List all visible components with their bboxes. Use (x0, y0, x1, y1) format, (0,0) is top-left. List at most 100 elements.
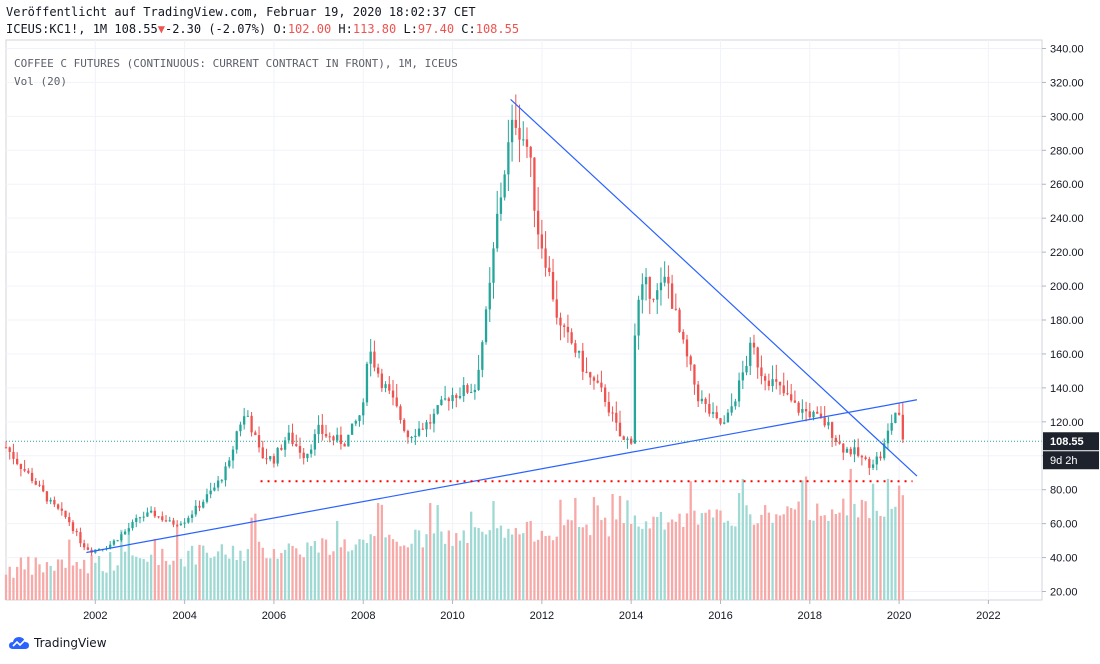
candle-body (429, 422, 432, 424)
last-price-badge (1043, 432, 1099, 451)
candle-body (321, 424, 324, 434)
volume-bar (116, 565, 119, 600)
candle-body (827, 422, 830, 426)
time-tick-label: 2008 (351, 610, 375, 622)
candle-body (336, 434, 339, 441)
candle-body (607, 401, 610, 413)
volume-bar (458, 540, 462, 600)
volume-bar (53, 570, 56, 600)
symbol-label[interactable]: ICEUS:KC1!, 1M (6, 22, 108, 36)
volume-bar (94, 562, 97, 600)
candle-body (551, 271, 555, 300)
volume-bar (127, 531, 130, 600)
candle-body (64, 510, 67, 518)
candle-body (723, 422, 726, 424)
price-tick-label: 20.00 (1050, 587, 1078, 599)
candle-body (27, 470, 30, 473)
candle-body (514, 119, 517, 128)
volume-bar (823, 515, 826, 600)
candle-body (157, 516, 160, 518)
candle-body (142, 516, 145, 518)
candle-body (280, 447, 283, 450)
candle-body (447, 398, 450, 402)
volume-bar (317, 552, 320, 600)
price-tick-label: 300.00 (1050, 111, 1084, 123)
volume-bar (577, 527, 581, 600)
volume-bar (447, 530, 450, 600)
volume-bar (477, 527, 480, 600)
volume-bar (216, 551, 220, 600)
trendline-support[interactable] (86, 399, 918, 554)
volume-bar (603, 517, 607, 600)
volume-bar (611, 493, 614, 600)
volume-bar (161, 548, 164, 600)
candle-body (176, 524, 179, 526)
candle-body (801, 409, 804, 413)
candle-body (60, 508, 63, 511)
candle-body (324, 433, 328, 437)
candle-body (395, 397, 398, 407)
candle-body (618, 422, 622, 437)
volume-bar (75, 562, 78, 600)
volume-bar (23, 569, 26, 600)
candle-body (816, 411, 819, 414)
volume-bar (581, 527, 584, 600)
volume-bar (257, 541, 261, 600)
published-info: Veröffentlicht auf TradingView.com, Febr… (6, 5, 476, 19)
volume-bar (659, 511, 663, 600)
candle-body (845, 448, 849, 453)
candle-body (871, 464, 875, 468)
volume-bar (250, 517, 253, 600)
price-axis[interactable]: 20.0040.0060.0080.00100.00120.00140.0016… (1041, 40, 1099, 600)
candle-body (670, 283, 674, 309)
volume-bar (406, 547, 410, 600)
volume-bar (391, 539, 395, 600)
time-axis[interactable]: 2002 2004 2006 2008 2010 2012 2014 2016 2018 2020… (83, 600, 1001, 622)
volume-bar (499, 525, 503, 600)
candle-body (481, 342, 484, 370)
tradingview-logo[interactable]: TradingView (8, 636, 107, 650)
candle-body (711, 412, 715, 414)
candle-body (466, 385, 469, 393)
candle-body (615, 412, 618, 423)
candle-body (228, 460, 231, 467)
volume-bar (496, 528, 499, 600)
candle-body (790, 394, 793, 401)
volume-bar (194, 564, 197, 600)
candle-body (216, 480, 220, 488)
candle-body (202, 501, 205, 508)
price-tick-label: 60.00 (1050, 519, 1078, 531)
volume-bar (358, 539, 361, 600)
volume-bar (455, 533, 458, 600)
candle-body (886, 430, 890, 444)
volume-bar (741, 478, 744, 600)
high-label: H: (338, 22, 353, 36)
candle-body (380, 373, 384, 389)
candle-body (830, 422, 834, 438)
volume-bar (525, 521, 529, 600)
candle-body (879, 456, 882, 459)
candle-body (443, 398, 447, 400)
volume-bar (123, 551, 127, 600)
candle-body (525, 139, 529, 147)
candle-body (626, 438, 629, 440)
volume-bar (120, 529, 123, 600)
candle-body (79, 532, 82, 544)
trendlines[interactable] (6, 98, 1042, 554)
candle-body (570, 332, 573, 344)
volume-bar (109, 552, 112, 600)
candle-body (183, 522, 186, 524)
candle-body (417, 428, 421, 436)
candle-body (771, 379, 774, 387)
candle-body (793, 400, 797, 403)
trendline-resistance[interactable] (510, 98, 918, 477)
candle-body (763, 376, 767, 381)
grid (6, 40, 1042, 600)
candle-body (347, 434, 350, 447)
candle-body (120, 534, 123, 541)
candle-body (622, 436, 625, 440)
price-tick-label: 240.00 (1050, 213, 1084, 225)
candle-body (470, 392, 473, 394)
candle-body (834, 437, 837, 442)
